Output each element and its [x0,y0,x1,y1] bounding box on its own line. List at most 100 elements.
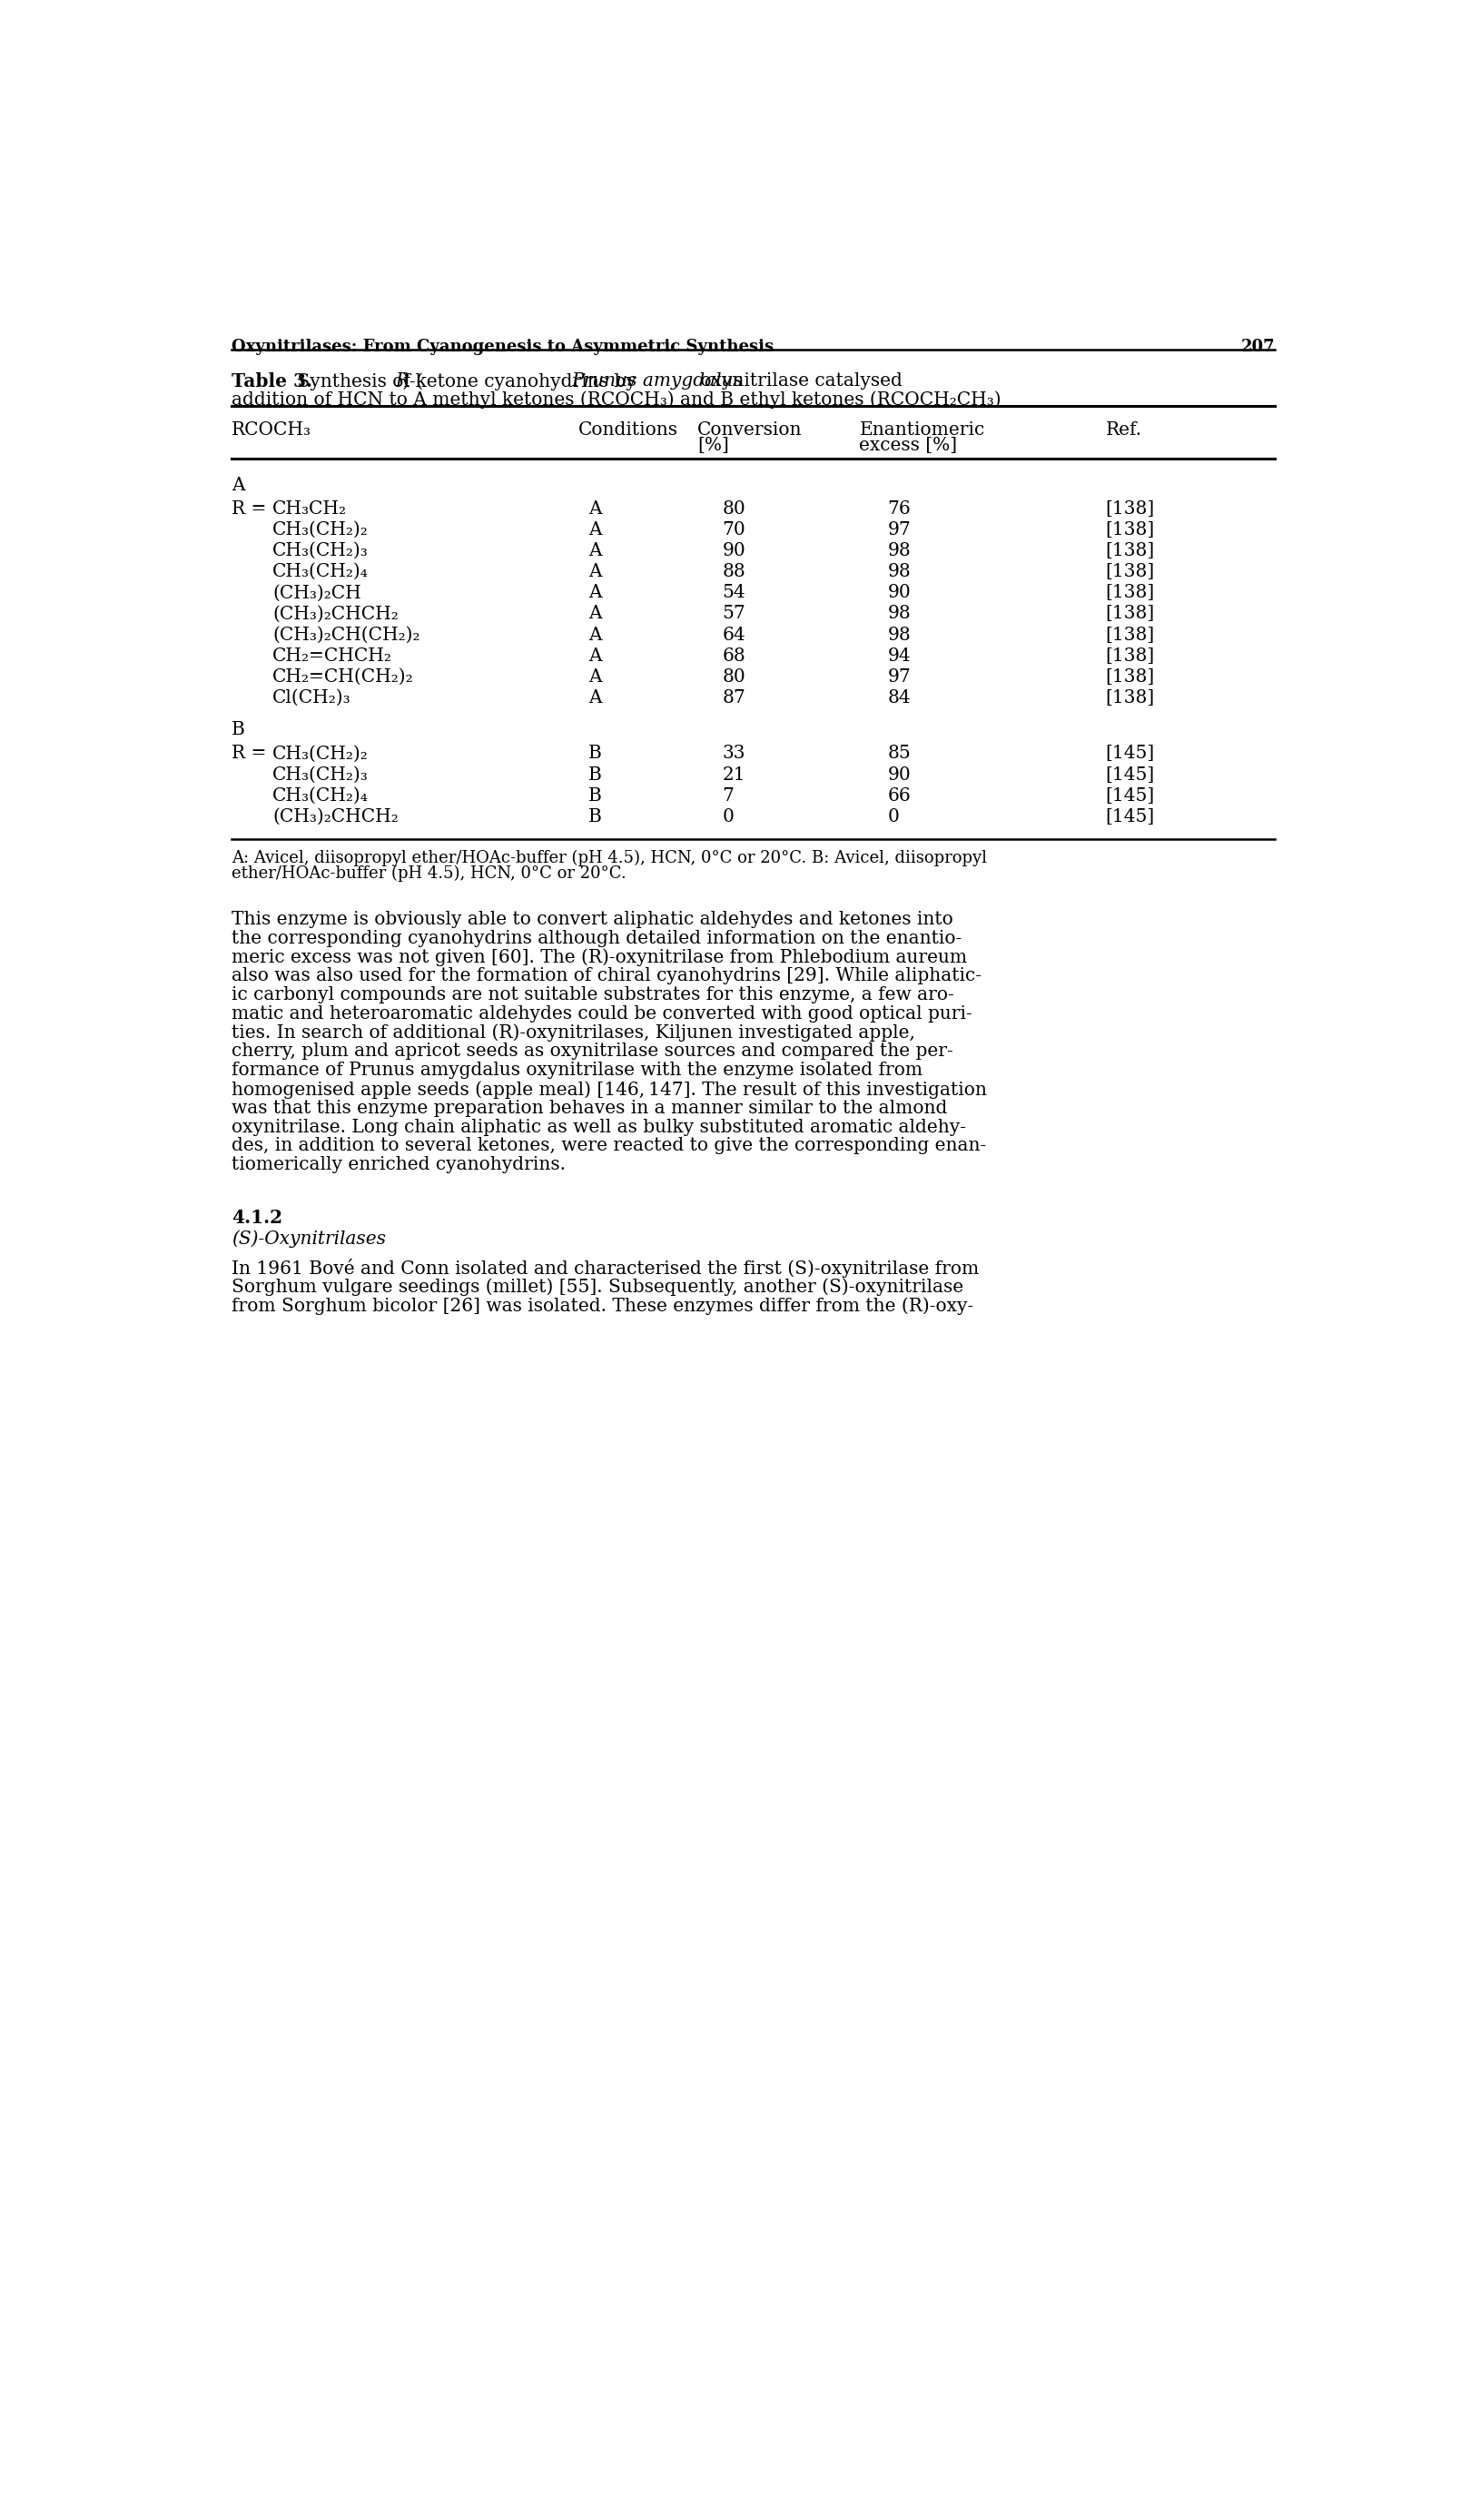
Text: [138]: [138] [1105,605,1155,622]
Text: 84: 84 [888,688,911,706]
Text: 98: 98 [888,605,911,622]
Text: R =: R = [232,501,266,517]
Text: 207: 207 [1241,338,1274,355]
Text: the corresponding cyanohydrins although detailed information on the enantio-: the corresponding cyanohydrins although … [232,930,961,948]
Text: [145]: [145] [1105,766,1155,784]
Text: from Sorghum bicolor [26] was isolated. These enzymes differ from the (R)-oxy-: from Sorghum bicolor [26] was isolated. … [232,1298,973,1315]
Text: )-ketone cyanohydrins by: )-ketone cyanohydrins by [403,373,642,391]
Text: Conversion: Conversion [697,421,803,438]
Text: 68: 68 [722,648,745,665]
Text: [138]: [138] [1105,688,1155,706]
Text: B: B [588,786,601,804]
Text: [138]: [138] [1105,648,1155,665]
Text: Enantiomeric: Enantiomeric [860,421,985,438]
Text: A: A [588,648,601,665]
Text: [138]: [138] [1105,625,1155,643]
Text: [145]: [145] [1105,809,1155,824]
Text: 80: 80 [722,501,745,517]
Text: CH₃(CH₂)₂: CH₃(CH₂)₂ [272,746,369,761]
Text: A: A [588,562,601,580]
Text: Sorghum vulgare seedings (millet) [55]. Subsequently, another (S)-oxynitrilase: Sorghum vulgare seedings (millet) [55]. … [232,1278,963,1295]
Text: Ref.: Ref. [1105,421,1142,438]
Text: 85: 85 [888,746,911,761]
Text: B: B [588,766,601,784]
Text: 94: 94 [888,648,911,665]
Text: A: A [588,625,601,643]
Text: Prunus amygdalus: Prunus amygdalus [572,373,742,391]
Text: oxynitrilase catalysed: oxynitrilase catalysed [695,373,903,391]
Text: B: B [588,746,601,761]
Text: (CH₃)₂CHCH₂: (CH₃)₂CHCH₂ [272,809,398,824]
Text: oxynitrilase. Long chain aliphatic as well as bulky substituted aromatic aldehy-: oxynitrilase. Long chain aliphatic as we… [232,1119,966,1137]
Text: This enzyme is obviously able to convert aliphatic aldehydes and ketones into: This enzyme is obviously able to convert… [232,910,953,927]
Text: 57: 57 [722,605,745,622]
Text: 76: 76 [888,501,911,517]
Text: A: A [588,542,601,559]
Text: Cl(CH₂)₃: Cl(CH₂)₃ [272,688,351,706]
Text: 64: 64 [722,625,745,643]
Text: ether/HOAc-buffer (pH 4.5), HCN, 0°C or 20°C.: ether/HOAc-buffer (pH 4.5), HCN, 0°C or … [232,864,626,882]
Text: excess [%]: excess [%] [860,436,957,454]
Text: A: A [588,688,601,706]
Text: tiomerically enriched cyanohydrins.: tiomerically enriched cyanohydrins. [232,1157,566,1174]
Text: Oxynitrilases: From Cyanogenesis to Asymmetric Synthesis: Oxynitrilases: From Cyanogenesis to Asym… [232,338,773,355]
Text: R =: R = [232,746,266,761]
Text: 98: 98 [888,562,911,580]
Text: In 1961 Bové and Conn isolated and characterised the first (S)-oxynitrilase from: In 1961 Bové and Conn isolated and chara… [232,1260,979,1278]
Text: CH₃CH₂: CH₃CH₂ [272,501,347,517]
Text: 54: 54 [722,585,745,602]
Text: [138]: [138] [1105,501,1155,517]
Text: Conditions: Conditions [578,421,678,438]
Text: CH₃(CH₂)₃: CH₃(CH₂)₃ [272,766,369,784]
Text: [138]: [138] [1105,585,1155,602]
Text: B: B [232,721,245,738]
Text: ic carbonyl compounds are not suitable substrates for this enzyme, a few aro-: ic carbonyl compounds are not suitable s… [232,985,954,1003]
Text: A: A [588,585,601,602]
Text: (CH₃)₂CH: (CH₃)₂CH [272,585,362,602]
Text: [%]: [%] [697,436,729,454]
Text: A: A [588,605,601,622]
Text: 33: 33 [722,746,745,761]
Text: 66: 66 [888,786,911,804]
Text: 97: 97 [888,522,911,539]
Text: 90: 90 [888,766,911,784]
Text: A: A [588,668,601,685]
Text: addition of HCN to A methyl ketones (RCOCH₃) and B ethyl ketones (RCOCH₂CH₃): addition of HCN to A methyl ketones (RCO… [232,391,1001,408]
Text: 0: 0 [888,809,900,824]
Text: CH₃(CH₂)₄: CH₃(CH₂)₄ [272,786,369,804]
Text: Table 3.: Table 3. [232,373,313,391]
Text: [145]: [145] [1105,786,1155,804]
Text: 21: 21 [722,766,745,784]
Text: 90: 90 [888,585,911,602]
Text: ties. In search of additional (R)-oxynitrilases, Kiljunen investigated apple,: ties. In search of additional (R)-oxynit… [232,1023,916,1041]
Text: RCOCH₃: RCOCH₃ [232,421,312,438]
Text: A: A [588,522,601,539]
Text: (CH₃)₂CHCH₂: (CH₃)₂CHCH₂ [272,605,398,622]
Text: 97: 97 [888,668,911,685]
Text: 90: 90 [722,542,745,559]
Text: CH₃(CH₂)₄: CH₃(CH₂)₄ [272,562,369,580]
Text: CH₃(CH₂)₂: CH₃(CH₂)₂ [272,522,369,539]
Text: [138]: [138] [1105,542,1155,559]
Text: was that this enzyme preparation behaves in a manner similar to the almond: was that this enzyme preparation behaves… [232,1099,948,1116]
Text: homogenised apple seeds (apple meal) [146, 147]. The result of this investigatio: homogenised apple seeds (apple meal) [14… [232,1081,986,1099]
Text: CH₃(CH₂)₃: CH₃(CH₂)₃ [272,542,369,559]
Text: CH₂=CHCH₂: CH₂=CHCH₂ [272,648,392,665]
Text: 80: 80 [722,668,745,685]
Text: 0: 0 [722,809,734,824]
Text: cherry, plum and apricot seeds as oxynitrilase sources and compared the per-: cherry, plum and apricot seeds as oxynit… [232,1043,953,1061]
Text: formance of Prunus amygdalus oxynitrilase with the enzyme isolated from: formance of Prunus amygdalus oxynitrilas… [232,1061,923,1079]
Text: (CH₃)₂CH(CH₂)₂: (CH₃)₂CH(CH₂)₂ [272,625,420,643]
Text: B: B [588,809,601,824]
Text: A: A [232,476,245,494]
Text: CH₂=CH(CH₂)₂: CH₂=CH(CH₂)₂ [272,668,413,685]
Text: [138]: [138] [1105,522,1155,539]
Text: des, in addition to several ketones, were reacted to give the corresponding enan: des, in addition to several ketones, wer… [232,1137,986,1154]
Text: 87: 87 [722,688,745,706]
Text: meric excess was not given [60]. The (R)-oxynitrilase from Phlebodium aureum: meric excess was not given [60]. The (R)… [232,948,967,965]
Text: 4.1.2: 4.1.2 [232,1210,282,1227]
Text: [145]: [145] [1105,746,1155,761]
Text: 98: 98 [888,625,911,643]
Text: matic and heteroaromatic aldehydes could be converted with good optical puri-: matic and heteroaromatic aldehydes could… [232,1005,972,1023]
Text: 88: 88 [722,562,745,580]
